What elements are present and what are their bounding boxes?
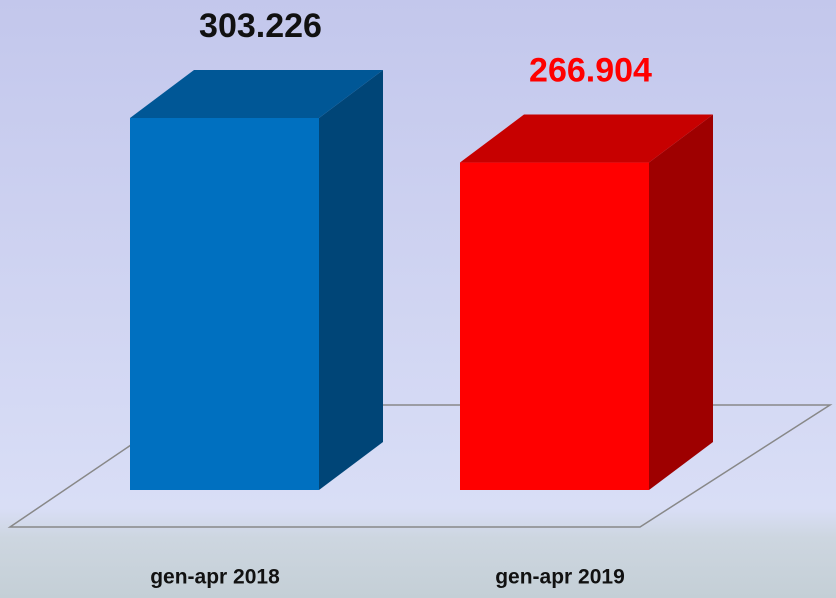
bar xyxy=(130,118,319,490)
data-label: 266.904 xyxy=(529,52,652,90)
x-tick-label: gen-apr 2019 xyxy=(495,566,625,589)
bar-top xyxy=(460,114,713,163)
bar-top xyxy=(130,70,383,118)
bar-side xyxy=(319,70,383,490)
bar-side xyxy=(649,114,713,490)
x-tick-label: gen-apr 2018 xyxy=(150,566,280,589)
data-label: 303.226 xyxy=(199,7,322,45)
bar xyxy=(460,162,649,490)
